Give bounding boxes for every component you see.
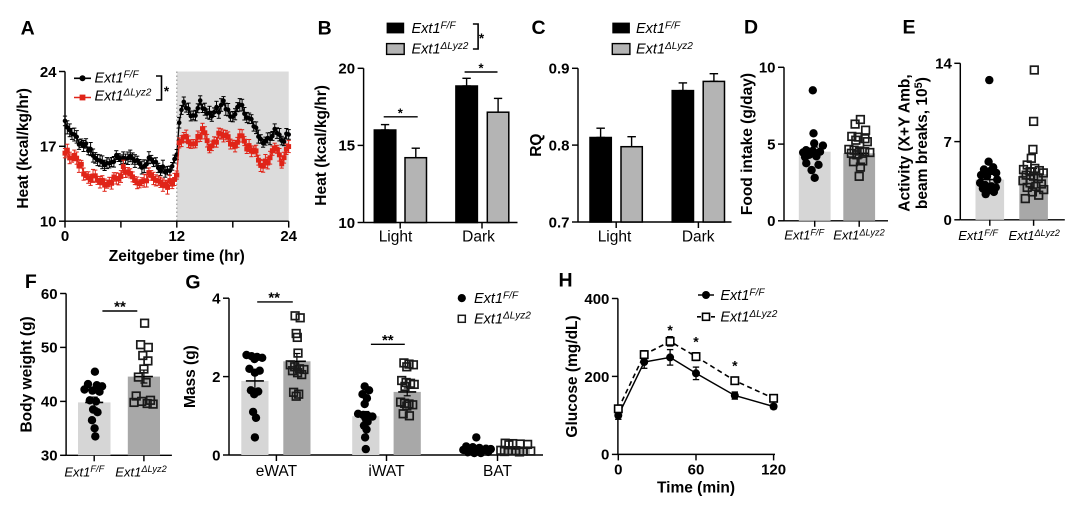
svg-text:D: D <box>744 17 758 39</box>
svg-text:17: 17 <box>40 139 57 156</box>
svg-text:H: H <box>559 270 573 292</box>
svg-text:0: 0 <box>601 447 609 464</box>
svg-text:12: 12 <box>168 228 185 245</box>
svg-text:120: 120 <box>761 461 786 478</box>
svg-text:Glucose (mg/dL): Glucose (mg/dL) <box>564 315 581 437</box>
svg-text:Heat (kcal/kg/hr): Heat (kcal/kg/hr) <box>313 85 330 206</box>
svg-text:Body weight (g): Body weight (g) <box>19 316 36 432</box>
svg-text:24: 24 <box>40 64 57 81</box>
svg-text:Activity (X+Y Amb,: Activity (X+Y Amb, <box>897 74 914 211</box>
svg-text:5: 5 <box>767 136 775 153</box>
svg-text:Time (min): Time (min) <box>657 479 735 496</box>
svg-text:400: 400 <box>584 291 609 308</box>
svg-text:RQ: RQ <box>528 134 545 157</box>
svg-text:*: * <box>478 61 484 76</box>
svg-text:0: 0 <box>212 447 220 464</box>
svg-text:B: B <box>318 18 332 40</box>
svg-text:**: ** <box>382 332 394 349</box>
svg-text:beam breaks, 105): beam breaks, 105) <box>913 77 931 209</box>
svg-text:*: * <box>693 334 699 350</box>
svg-text:10: 10 <box>759 60 776 77</box>
svg-text:10: 10 <box>40 214 57 231</box>
svg-text:*: * <box>164 84 170 99</box>
svg-text:0: 0 <box>61 228 69 245</box>
svg-text:G: G <box>185 272 200 294</box>
svg-text:60: 60 <box>688 461 705 478</box>
svg-text:Heat (kcal/kg/hr): Heat (kcal/kg/hr) <box>15 88 32 209</box>
svg-text:7: 7 <box>943 134 951 151</box>
svg-text:Zeitgeber time (hr): Zeitgeber time (hr) <box>109 248 245 265</box>
svg-text:Dark: Dark <box>462 229 495 246</box>
svg-text:iWAT: iWAT <box>368 463 405 480</box>
svg-text:C: C <box>531 17 545 39</box>
svg-text:Dark: Dark <box>682 229 715 246</box>
svg-text:Food intake (g/day): Food intake (g/day) <box>739 73 756 215</box>
svg-text:A: A <box>21 18 35 40</box>
svg-text:60: 60 <box>41 286 58 303</box>
svg-text:0.7: 0.7 <box>549 214 570 231</box>
svg-text:BAT: BAT <box>483 463 513 480</box>
svg-text:0.9: 0.9 <box>549 61 570 78</box>
svg-text:10: 10 <box>338 215 355 232</box>
svg-text:40: 40 <box>41 394 58 411</box>
svg-text:*: * <box>398 105 404 120</box>
svg-text:24: 24 <box>280 228 297 245</box>
svg-text:2: 2 <box>212 369 220 386</box>
svg-text:*: * <box>732 358 738 374</box>
svg-text:0.8: 0.8 <box>549 137 570 154</box>
svg-text:E: E <box>902 17 915 39</box>
svg-text:Mass (g): Mass (g) <box>182 345 199 408</box>
svg-text:200: 200 <box>584 369 609 386</box>
svg-text:Light: Light <box>598 229 632 246</box>
svg-text:30: 30 <box>41 448 58 465</box>
svg-text:**: ** <box>268 289 280 306</box>
svg-text:Light: Light <box>379 229 413 246</box>
svg-text:0: 0 <box>943 212 951 229</box>
svg-text:eWAT: eWAT <box>256 463 298 480</box>
svg-text:20: 20 <box>338 61 355 78</box>
svg-text:*: * <box>479 31 485 46</box>
svg-text:15: 15 <box>338 138 355 155</box>
svg-text:F: F <box>25 271 37 293</box>
svg-text:14: 14 <box>935 56 952 73</box>
svg-text:**: ** <box>114 299 126 316</box>
svg-text:50: 50 <box>41 340 58 357</box>
svg-text:*: * <box>667 322 673 338</box>
svg-text:4: 4 <box>212 291 221 308</box>
svg-text:0: 0 <box>614 461 622 478</box>
svg-text:0: 0 <box>767 213 775 230</box>
